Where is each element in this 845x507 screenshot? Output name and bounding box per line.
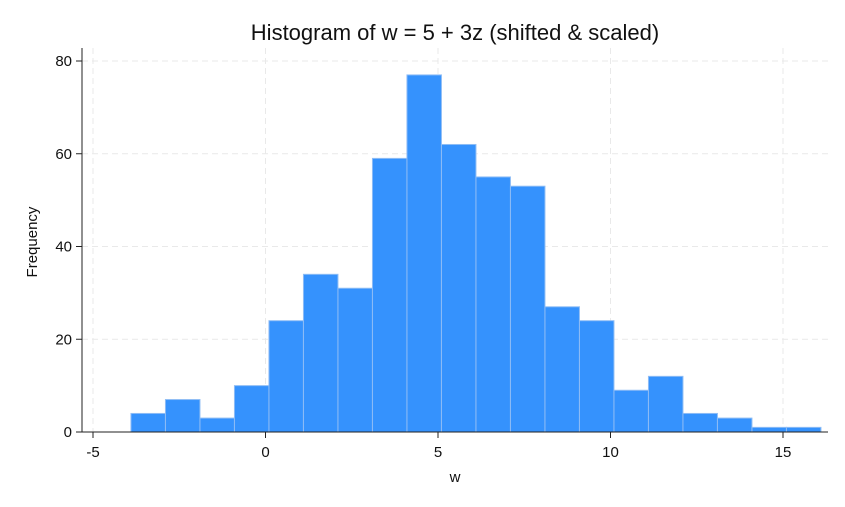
histogram-bar: [440, 143, 477, 433]
histogram-bar: [785, 426, 822, 433]
axes: [76, 48, 828, 438]
y-tick-label: 80: [55, 53, 72, 70]
y-axis-label: Frequency: [24, 206, 41, 277]
y-tick-label: 40: [55, 239, 72, 256]
x-tick-label: -5: [86, 444, 99, 461]
histogram-bar: [406, 74, 442, 433]
histogram-bar: [682, 412, 718, 433]
y-tick-label: 60: [55, 146, 72, 163]
histogram-bars: [130, 74, 822, 433]
histogram-bar: [509, 185, 546, 433]
tick-labels: -5 0 5 10 15 0 20 40 60 80: [55, 53, 791, 461]
y-tick-label: 0: [64, 424, 72, 441]
histogram-bar: [751, 426, 787, 433]
x-axis-label: w: [449, 469, 461, 486]
x-tick-label: 15: [775, 444, 792, 461]
x-tick-label: 0: [261, 444, 269, 461]
histogram-bar: [475, 176, 511, 433]
histogram-bar: [268, 320, 304, 433]
histogram-bar: [613, 389, 649, 433]
x-tick-label: 10: [602, 444, 619, 461]
histogram-bar: [164, 399, 201, 433]
histogram-bar: [371, 157, 408, 433]
histogram-bar: [647, 375, 684, 433]
histogram-bar: [544, 306, 580, 433]
histogram-bar: [302, 273, 339, 433]
histogram-bar: [130, 412, 166, 433]
histogram-bar: [199, 417, 235, 433]
histogram-bar: [337, 287, 373, 433]
x-tick-label: 5: [434, 444, 442, 461]
histogram-bar: [716, 417, 753, 433]
histogram-bar: [578, 320, 615, 433]
histogram-bar: [233, 385, 270, 433]
y-tick-label: 20: [55, 331, 72, 348]
chart-title: Histogram of w = 5 + 3z (shifted & scale…: [251, 20, 659, 45]
